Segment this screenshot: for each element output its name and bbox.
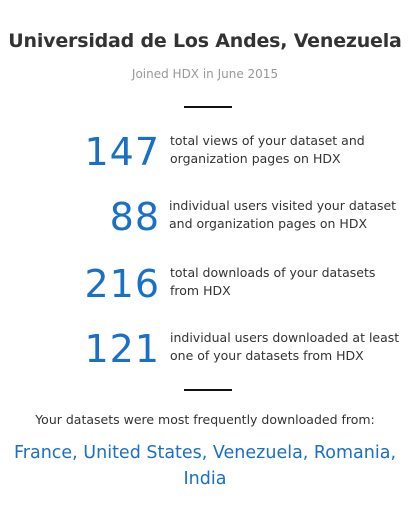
stat-number: 147	[84, 130, 160, 174]
org-title: Universidad de Los Andes, Venezuela	[8, 30, 402, 52]
downloads-from-label: Your datasets were most frequently downl…	[35, 412, 375, 427]
countries-line: France, United States, Venezuela, Romani…	[13, 443, 397, 463]
stat-number: 121	[84, 327, 160, 371]
stat-description-line: organization pages on HDX	[170, 151, 341, 166]
stat-unique-downloaders: 121 individual users downloaded at least…	[0, 324, 410, 374]
stat-total-downloads: 216 total downloads of your datasets fro…	[0, 259, 410, 309]
stat-description-line: one of your datasets from HDX	[170, 348, 364, 363]
stat-description: total downloads of your datasets from HD…	[170, 264, 405, 300]
stat-description: individual users downloaded at least one…	[170, 329, 405, 365]
stat-description-line: individual users downloaded at least	[170, 330, 400, 345]
stat-number: 216	[84, 262, 160, 306]
stat-description: individual users visited your dataset an…	[169, 197, 404, 233]
countries-line: India	[183, 469, 227, 489]
stat-description-line: total downloads of your datasets	[170, 265, 376, 280]
countries-list: France, United States, Venezuela, Romani…	[0, 440, 410, 492]
stat-description-line: from HDX	[170, 283, 231, 298]
bottom-divider	[184, 389, 232, 391]
stat-unique-visitors: 88 individual users visited your dataset…	[0, 192, 410, 242]
stat-description-line: individual users visited your dataset	[169, 198, 397, 213]
stat-description-line: and organization pages on HDX	[169, 216, 368, 231]
top-divider	[184, 106, 232, 108]
stat-description: total views of your dataset and organiza…	[170, 132, 405, 168]
stat-total-views: 147 total views of your dataset and orga…	[0, 127, 410, 177]
stat-number: 88	[109, 195, 160, 239]
stat-description-line: total views of your dataset and	[170, 133, 365, 148]
joined-date: Joined HDX in June 2015	[131, 67, 279, 81]
